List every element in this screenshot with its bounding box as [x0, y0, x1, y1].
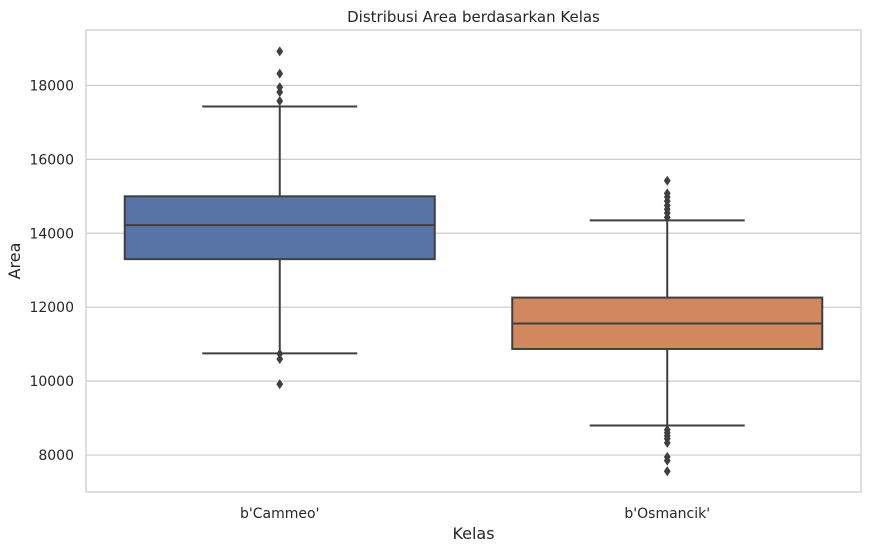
grid-layer — [86, 84, 861, 456]
box-layer — [123, 46, 824, 477]
tick-layer: 8000 10000 12000 14000 16000 18000 b'Cammeo' b'… — [29, 78, 710, 522]
outlier-point — [663, 466, 671, 477]
y-axis-title: Area — [5, 243, 24, 280]
y-tick-label: 10000 — [29, 374, 74, 390]
outlier-point — [663, 175, 671, 186]
x-axis-title: Kelas — [452, 524, 494, 543]
outlier-point — [663, 455, 671, 466]
y-tick-label: 18000 — [29, 78, 74, 94]
y-tick-label: 12000 — [29, 300, 74, 316]
y-tick-label: 16000 — [29, 152, 74, 168]
outlier-point — [276, 68, 284, 79]
outlier-point — [276, 46, 284, 57]
outlier-point — [663, 188, 671, 199]
x-tick-label: b'Cammeo' — [240, 506, 319, 522]
plot-frame — [85, 29, 862, 493]
x-tick-label: b'Osmancik' — [624, 506, 710, 522]
box-iqr — [123, 195, 436, 261]
chart-title: Distribusi Area berdasarkan Kelas — [347, 8, 600, 26]
y-tick-label: 8000 — [38, 448, 74, 464]
outlier-point — [276, 379, 284, 390]
y-tick-label: 14000 — [29, 226, 74, 242]
outlier-point — [663, 437, 671, 448]
outlier-point — [276, 95, 284, 106]
outlier-point — [276, 348, 284, 359]
outlier-point — [276, 82, 284, 93]
outlier-point — [276, 353, 284, 364]
